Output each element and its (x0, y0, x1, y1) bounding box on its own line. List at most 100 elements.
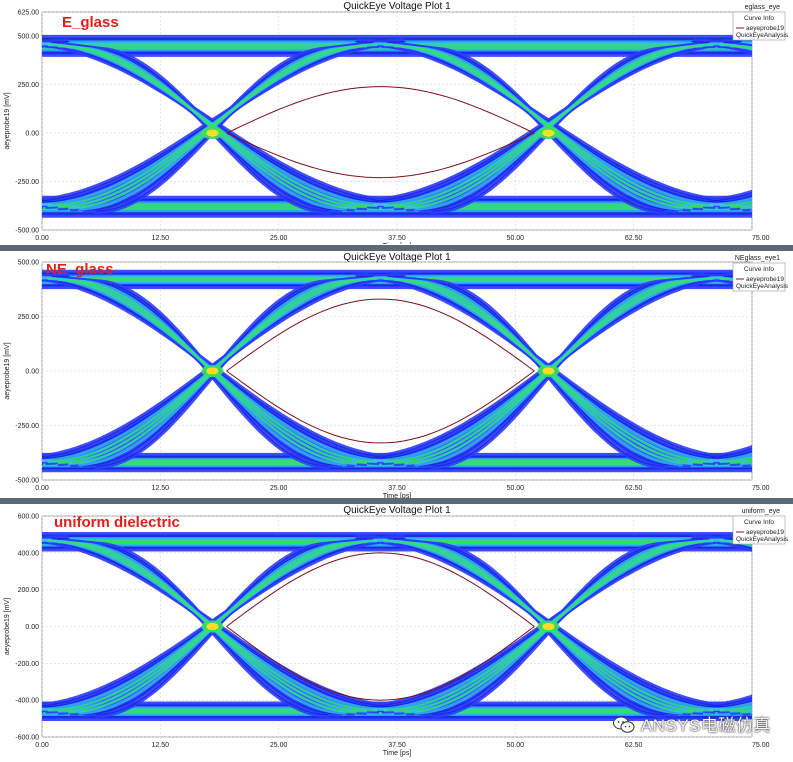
watermark: ANSYS电磁仿真 (612, 711, 771, 736)
inner-eye-top-trace (226, 552, 535, 627)
transition-trace (767, 545, 793, 714)
transition-trace (373, 42, 724, 206)
transition-trace (0, 49, 2, 210)
transition-trace (769, 545, 793, 714)
y-tick-label: 500.00 (18, 260, 40, 267)
panel-separator (0, 498, 793, 504)
inner-eye-top-trace (226, 86, 535, 134)
y-axis-label: aeyeprobe19 [mV] (4, 92, 11, 149)
legend-heading: Curve Info (744, 519, 774, 526)
y-tick-label: 625.00 (18, 10, 40, 17)
x-tick-label: 12.50 (152, 485, 170, 492)
transition-trace (750, 462, 752, 466)
legend-series: aeyeprobe19 (746, 529, 784, 536)
transition-trace (755, 282, 793, 465)
plot-title: QuickEye Voltage Plot 1 (343, 505, 451, 516)
transition-trace (355, 41, 742, 204)
transition-trace (755, 49, 793, 210)
x-tick-label: 37.50 (388, 235, 406, 242)
x-tick-label: 0.00 (35, 235, 49, 242)
transition-trace (749, 542, 752, 545)
eye-diagram-svg: QuickEye Voltage Plot 1 eglass_eye 0.00 12.… (0, 1, 793, 244)
y-tick-label: -250.00 (15, 179, 39, 186)
legend-sub: QuickEyeAnalysis (736, 536, 789, 543)
transition-trace (750, 711, 752, 715)
transition-trace (393, 45, 704, 208)
y-tick-label: 0.00 (25, 369, 39, 376)
transition-trace (749, 463, 752, 465)
transition-trace (759, 282, 793, 465)
y-axis-label: aeyeprobe19 [mV] (4, 342, 11, 399)
transition-trace (759, 544, 793, 713)
y-tick-label: 250.00 (18, 314, 40, 321)
x-tick-label: 75.00 (752, 485, 770, 492)
transition-trace (755, 282, 793, 465)
transition-trace (57, 45, 368, 208)
legend-heading: Curve Info (744, 15, 774, 22)
transition-trace (749, 47, 752, 49)
plot-corner-label: eglass_eye (745, 4, 781, 11)
transition-trace (759, 544, 793, 713)
plot-title: QuickEye Voltage Plot 1 (343, 252, 451, 263)
eye-diagram-svg: QuickEye Voltage Plot 1 uniform_eye 0.00 12… (0, 505, 793, 757)
plot-corner-label: NEglass_eye1 (735, 255, 780, 262)
x-tick-label: 0.00 (35, 742, 49, 749)
transition-trace (383, 44, 714, 207)
eye-plot-panel-1: QuickEye Voltage Plot 1 eglass_eye 0.00 12.… (0, 0, 793, 244)
eye-plot-panel-2: QuickEye Voltage Plot 1 NEglass_eye1 0.00 1… (0, 251, 793, 498)
eye-diagram-svg: QuickEye Voltage Plot 1 NEglass_eye1 0.00 1… (0, 252, 793, 498)
crossing-core (542, 129, 555, 137)
x-tick-label: 62.50 (625, 235, 643, 242)
transition-trace (767, 50, 793, 211)
panel-separator (0, 245, 793, 251)
y-tick-label: 500.00 (18, 34, 40, 41)
transition-trace (769, 50, 793, 211)
transition-trace (767, 283, 793, 466)
eye-traces (0, 34, 793, 218)
transition-trace (767, 50, 793, 211)
crossing-core (206, 129, 219, 137)
eye-traces (0, 269, 793, 473)
x-tick-label: 37.50 (388, 485, 406, 492)
transition-trace (750, 279, 752, 283)
x-axis-label: Time [ps] (383, 493, 412, 498)
crossing-core (542, 367, 555, 375)
x-tick-label: 12.50 (152, 742, 170, 749)
x-tick-label: 62.50 (625, 485, 643, 492)
wechat-icon (612, 716, 635, 733)
plot-corner-label: uniform_eye (741, 508, 780, 515)
case-label: E_glass (62, 14, 119, 31)
y-tick-label: 0.00 (25, 624, 39, 631)
y-tick-label: -500.00 (15, 228, 39, 235)
transition-trace (0, 544, 2, 713)
x-axis-label: Time [ps] (383, 750, 412, 757)
y-tick-label: -500.00 (15, 478, 39, 485)
watermark-text: ANSYS电磁仿真 (640, 716, 771, 735)
transition-trace (0, 544, 2, 713)
x-tick-label: 25.00 (270, 742, 288, 749)
x-tick-label: 50.00 (507, 742, 525, 749)
x-tick-label: 75.00 (752, 235, 770, 242)
transition-trace (0, 49, 2, 210)
case-label: NE_glass (46, 261, 114, 278)
transition-trace (750, 207, 752, 211)
y-tick-label: 0.00 (25, 131, 39, 138)
transition-trace (755, 544, 793, 713)
transition-trace (750, 46, 752, 50)
transition-trace (769, 283, 793, 466)
inner-eye-bottom-trace (226, 370, 535, 444)
y-tick-label: -250.00 (15, 423, 39, 430)
x-tick-label: 50.00 (507, 235, 525, 242)
inner-eye-top-trace (226, 298, 535, 372)
legend-heading: Curve Info (744, 266, 774, 273)
transition-trace (749, 280, 752, 282)
crossing-core (542, 623, 555, 630)
x-tick-label: 0.00 (35, 485, 49, 492)
transition-trace (0, 282, 2, 465)
x-tick-label: 75.00 (752, 742, 770, 749)
y-tick-label: 400.00 (18, 550, 40, 557)
y-tick-label: 250.00 (18, 82, 40, 89)
